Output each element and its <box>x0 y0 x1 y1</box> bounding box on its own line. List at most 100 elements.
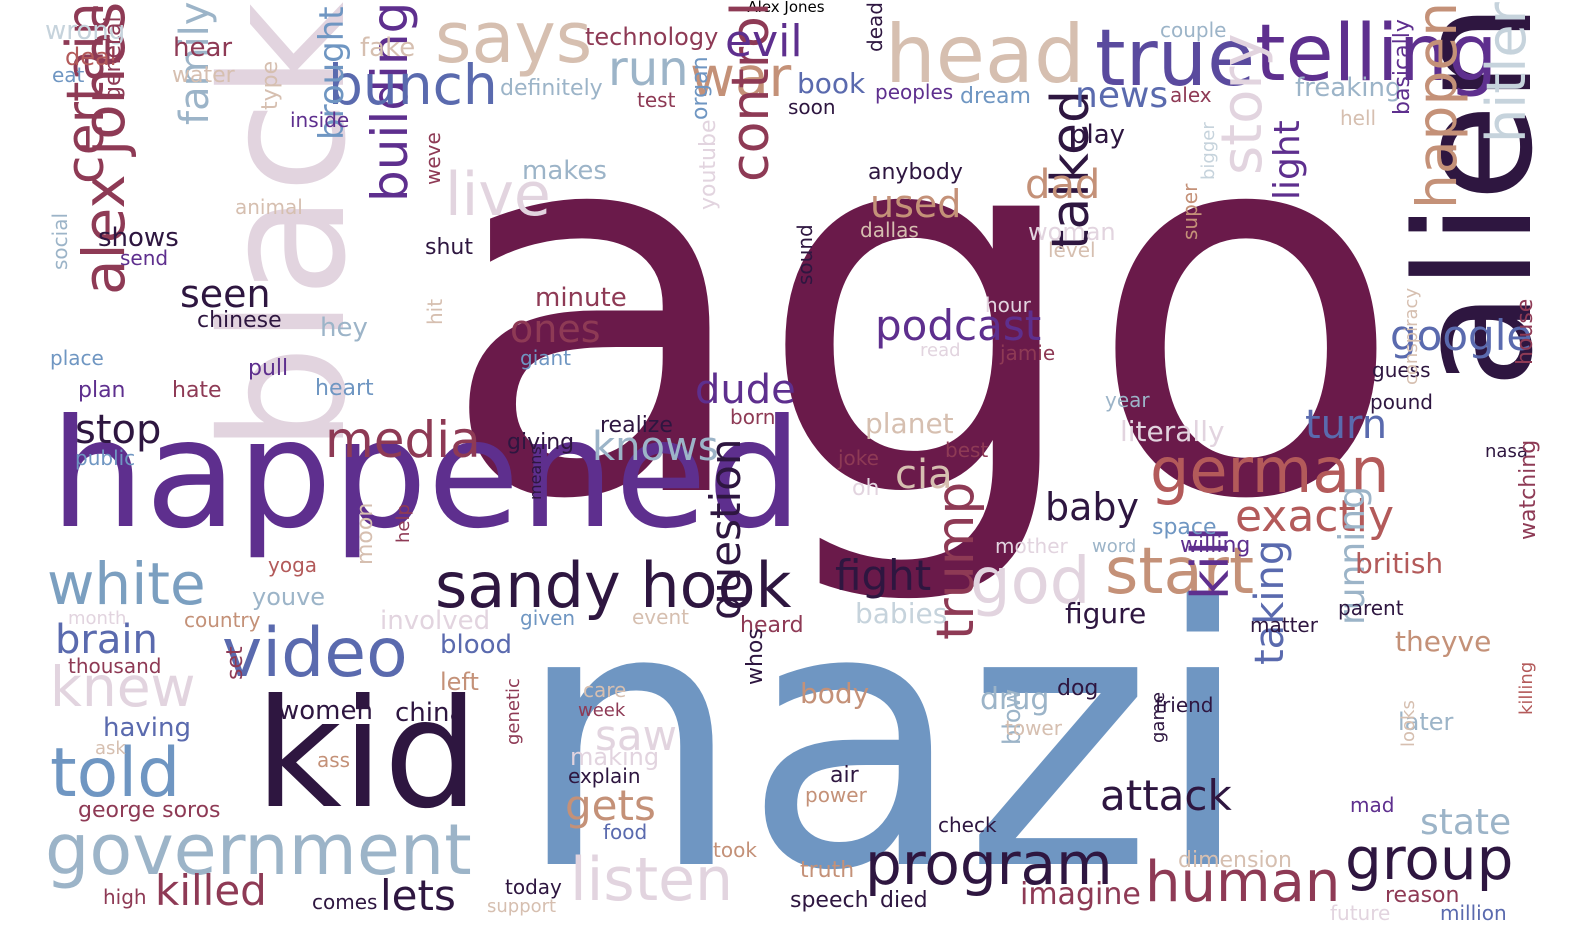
word-freaking: freaking <box>1295 73 1402 103</box>
word-whos: whos <box>743 628 768 685</box>
word-future: future <box>1330 901 1391 925</box>
word-looks: looks <box>1398 700 1419 747</box>
word-inside: inside <box>290 108 350 132</box>
word-pound: pound <box>1370 390 1433 414</box>
word-makes: makes <box>522 156 607 186</box>
word-literally: literally <box>1120 415 1225 448</box>
word-support: support <box>487 896 557 917</box>
word-alex: alex <box>1170 83 1212 107</box>
word-air: air <box>830 763 859 788</box>
word-fight: fight <box>835 551 932 600</box>
word-plan: plan <box>78 378 126 403</box>
word-fake: fake <box>360 33 416 63</box>
word-used: used <box>870 182 962 226</box>
word-matter: matter <box>1250 613 1318 637</box>
word-watching: watching <box>1516 439 1541 540</box>
word-took: took <box>713 838 757 862</box>
word-theyve: theyve <box>1395 625 1492 658</box>
word-high: high <box>103 885 147 909</box>
word-media: media <box>325 411 481 469</box>
word-given: given <box>520 606 576 630</box>
word-pull: pull <box>248 356 289 381</box>
word-later: later <box>1398 708 1454 736</box>
word-involved: involved <box>380 606 491 636</box>
word-shut: shut <box>425 235 473 260</box>
word-send: send <box>120 246 169 270</box>
word-turn: turn <box>1305 402 1388 448</box>
word-hitler: hitler <box>1475 2 1538 143</box>
word-taking: taking <box>1247 539 1293 665</box>
word-anybody: anybody <box>868 160 963 185</box>
word-chinese: chinese <box>197 308 282 333</box>
word-giving: giving <box>507 430 575 455</box>
word-game: game <box>1148 691 1169 743</box>
word-blood: blood <box>440 630 513 660</box>
word-group: group <box>1345 825 1514 893</box>
word-run: run <box>608 41 689 97</box>
word-government: government <box>45 809 472 891</box>
word-nasa: nasa <box>1485 441 1528 462</box>
word-cia: cia <box>895 452 953 498</box>
word-comes: comes <box>312 890 378 914</box>
word-realize: realize <box>600 413 673 438</box>
word-true: true <box>1095 14 1256 104</box>
word-nazi: nazi <box>515 530 1253 949</box>
word-help: help <box>393 504 414 543</box>
word-friend: friend <box>1155 693 1214 717</box>
word-news: news <box>1075 75 1169 116</box>
word-story: story <box>1210 33 1275 175</box>
word-says: says <box>435 0 593 79</box>
word-tower: tower <box>1005 716 1062 740</box>
word-born: born <box>730 405 776 429</box>
word-social: social <box>48 212 72 270</box>
word-thousand: thousand <box>68 654 162 678</box>
word-lets: lets <box>380 871 456 920</box>
word-couple: couple <box>1160 18 1227 42</box>
word-type: type <box>258 60 283 110</box>
word-drug: drug <box>980 682 1050 717</box>
word-explain: explain <box>568 764 641 788</box>
word-joke: joke <box>838 446 879 470</box>
word-stop: stop <box>75 407 162 453</box>
word-truth: truth <box>800 858 855 883</box>
word-start: start <box>1105 535 1255 609</box>
word-happen: happen <box>1405 2 1469 210</box>
word-sandy-hook: sandy hook <box>435 549 792 622</box>
word-bunch: bunch <box>328 53 498 117</box>
word-word: word <box>1092 536 1137 557</box>
word-having: having <box>103 713 192 743</box>
word-peoples: peoples <box>875 80 954 104</box>
word-german: german <box>1150 434 1390 507</box>
word-best: best <box>945 438 989 462</box>
word-state: state <box>1420 802 1512 843</box>
word-shows: shows <box>98 223 179 253</box>
word-basically: basically <box>1390 19 1415 115</box>
word-book: book <box>797 67 866 100</box>
word-live: live <box>445 160 551 230</box>
word-ass: ass <box>317 748 351 772</box>
word-program: program <box>865 830 1113 898</box>
word-imagine: imagine <box>1020 877 1141 912</box>
word-babies: babies <box>855 597 948 630</box>
word-giant: giant <box>520 346 572 370</box>
word-killed: killed <box>155 866 267 915</box>
word-saw: saw <box>595 711 677 760</box>
word-dog: dog <box>1057 676 1099 701</box>
word-care: care <box>583 678 627 702</box>
word-kid: kid <box>255 668 479 842</box>
word-told: told <box>50 734 181 813</box>
word-figure: figure <box>1065 597 1147 630</box>
word-dallas: dallas <box>860 218 919 242</box>
word-play: play <box>1070 120 1126 150</box>
word-dad: dad <box>1025 162 1101 208</box>
word-check: check <box>938 813 997 837</box>
word-british: british <box>1355 547 1444 580</box>
word-women: women <box>278 696 373 726</box>
word-week: week <box>578 700 626 721</box>
word-technology: technology <box>585 23 719 51</box>
word-dead: dead <box>863 2 887 52</box>
word-million: million <box>1440 901 1507 925</box>
word-deal: deal <box>65 43 117 71</box>
